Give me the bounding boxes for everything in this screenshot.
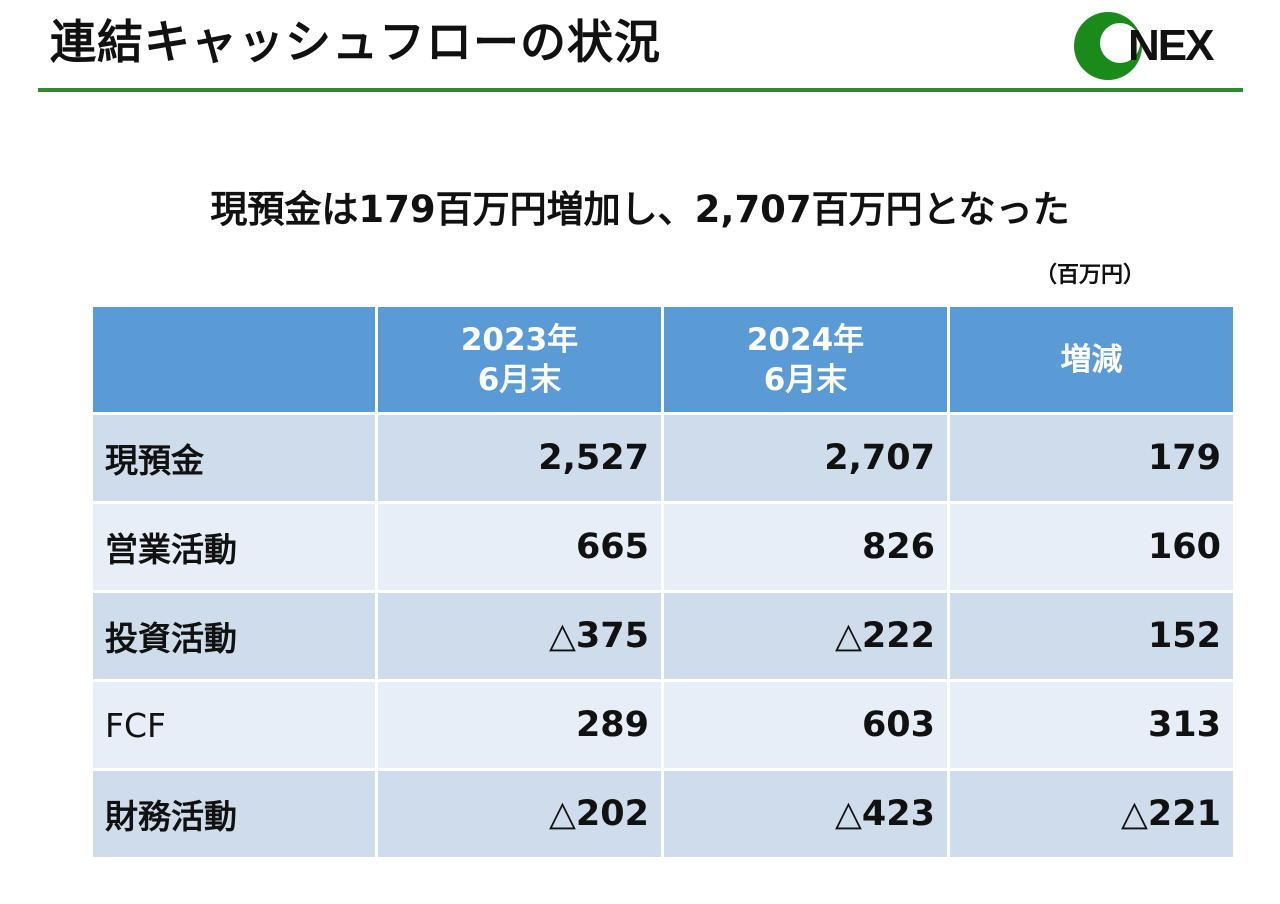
header-2023-year: 2023年 — [460, 321, 579, 358]
row-label-fcf: FCF — [93, 682, 375, 768]
cell-change: △221 — [950, 771, 1233, 857]
table-row: 営業活動 665 826 160 — [93, 504, 1233, 590]
cash-flow-table: 2023年 6月末 2024年 6月末 増減 現預金 2,527 2,707 1… — [90, 304, 1236, 860]
cell-2023: 289 — [378, 682, 661, 768]
cell-2024: 2,707 — [664, 415, 947, 501]
cell-2024: △222 — [664, 593, 947, 679]
row-label-financing: 財務活動 — [93, 771, 375, 857]
header-cell-change: 増減 — [950, 307, 1233, 412]
cell-2024: △423 — [664, 771, 947, 857]
page-title: 連結キャッシュフローの状況 — [50, 15, 661, 69]
cell-2023: △202 — [378, 771, 661, 857]
cell-2024: 826 — [664, 504, 947, 590]
cell-change: 179 — [950, 415, 1233, 501]
header-change-label: 増減 — [1060, 341, 1123, 378]
summary-headline: 現預金は179百万円増加し、2,707百万円となった — [210, 188, 1070, 231]
table-row: FCF 289 603 313 — [93, 682, 1233, 768]
logo-ring-hole — [1100, 23, 1140, 63]
title-underline — [38, 88, 1243, 92]
table-header-row: 2023年 6月末 2024年 6月末 増減 — [93, 307, 1233, 412]
cell-2024: 603 — [664, 682, 947, 768]
cell-change: 152 — [950, 593, 1233, 679]
row-label-investing: 投資活動 — [93, 593, 375, 679]
cell-2023: 665 — [378, 504, 661, 590]
table-row: 現預金 2,527 2,707 179 — [93, 415, 1233, 501]
company-logo: NEX — [1074, 12, 1216, 80]
header-cell-2024: 2024年 6月末 — [664, 307, 947, 412]
table-row: 投資活動 △375 △222 152 — [93, 593, 1233, 679]
unit-note: （百万円） — [1034, 263, 1145, 288]
cell-change: 160 — [950, 504, 1233, 590]
table-row: 財務活動 △202 △423 △221 — [93, 771, 1233, 857]
header-2024-year: 2024年 — [746, 321, 865, 358]
header-2023-month: 6月末 — [477, 361, 562, 398]
row-label-cash: 現預金 — [93, 415, 375, 501]
header-cell-blank — [93, 307, 375, 412]
cell-2023: 2,527 — [378, 415, 661, 501]
logo-wordmark: NEX — [1128, 21, 1214, 70]
cell-2023: △375 — [378, 593, 661, 679]
cell-change: 313 — [950, 682, 1233, 768]
header-2024-month: 6月末 — [763, 361, 848, 398]
row-label-operating: 営業活動 — [93, 504, 375, 590]
header-cell-2023: 2023年 6月末 — [378, 307, 661, 412]
